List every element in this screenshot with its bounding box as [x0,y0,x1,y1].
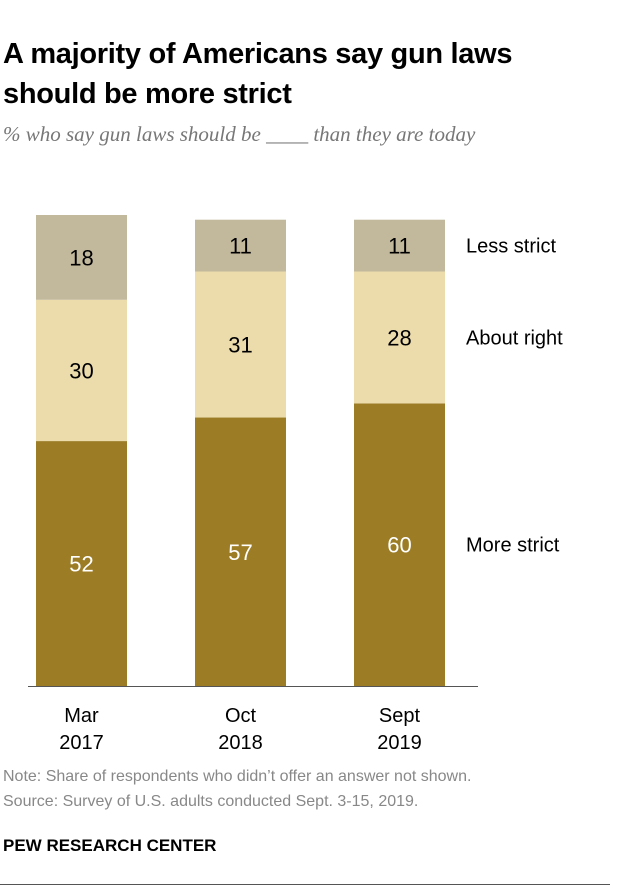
data-label: 57 [228,540,252,565]
stacked-bar-chart: 52 30 18 Mar 2017 57 31 11 Oct 2018 60 28 11 Sept 2019… [28,215,563,754]
legend-label: Less strict [466,236,556,258]
bar-segment [36,215,127,300]
data-label: 28 [387,325,411,350]
x-tick-label: 2019 [377,732,422,754]
legend-label: More strict [466,535,560,557]
data-label: 30 [69,358,93,383]
data-label: 60 [387,533,411,558]
bar-segment [354,403,445,686]
data-label: 52 [69,552,93,577]
data-label: 11 [229,234,252,259]
chart-title: A majority of Americans say gun laws sho… [3,38,513,110]
bar-segment [36,299,127,442]
brand-label: PEW RESEARCH CENTER [3,836,217,855]
note: Note: Share of respondents who didn’t of… [3,768,472,785]
bar-segment [195,219,286,272]
bar-segment [354,271,445,404]
data-label: 18 [69,245,93,270]
bar-segment [195,417,286,686]
bar-segment [354,219,445,272]
x-tick-label: Oct [225,705,257,727]
bottom-rule [0,884,610,885]
data-label: 31 [228,333,252,358]
bar-segment [36,441,127,686]
data-label: 11 [388,234,411,259]
source: Source: Survey of U.S. adults conducted … [3,793,419,810]
bar-segment [195,271,286,418]
x-tick-label: Mar [64,705,99,727]
x-tick-label: 2017 [59,732,104,754]
x-tick-label: 2018 [218,732,263,754]
chart-subtitle: % who say gun laws should be ____ than t… [3,122,476,146]
x-tick-label: Sept [379,705,421,727]
legend-label: About right [466,327,563,349]
